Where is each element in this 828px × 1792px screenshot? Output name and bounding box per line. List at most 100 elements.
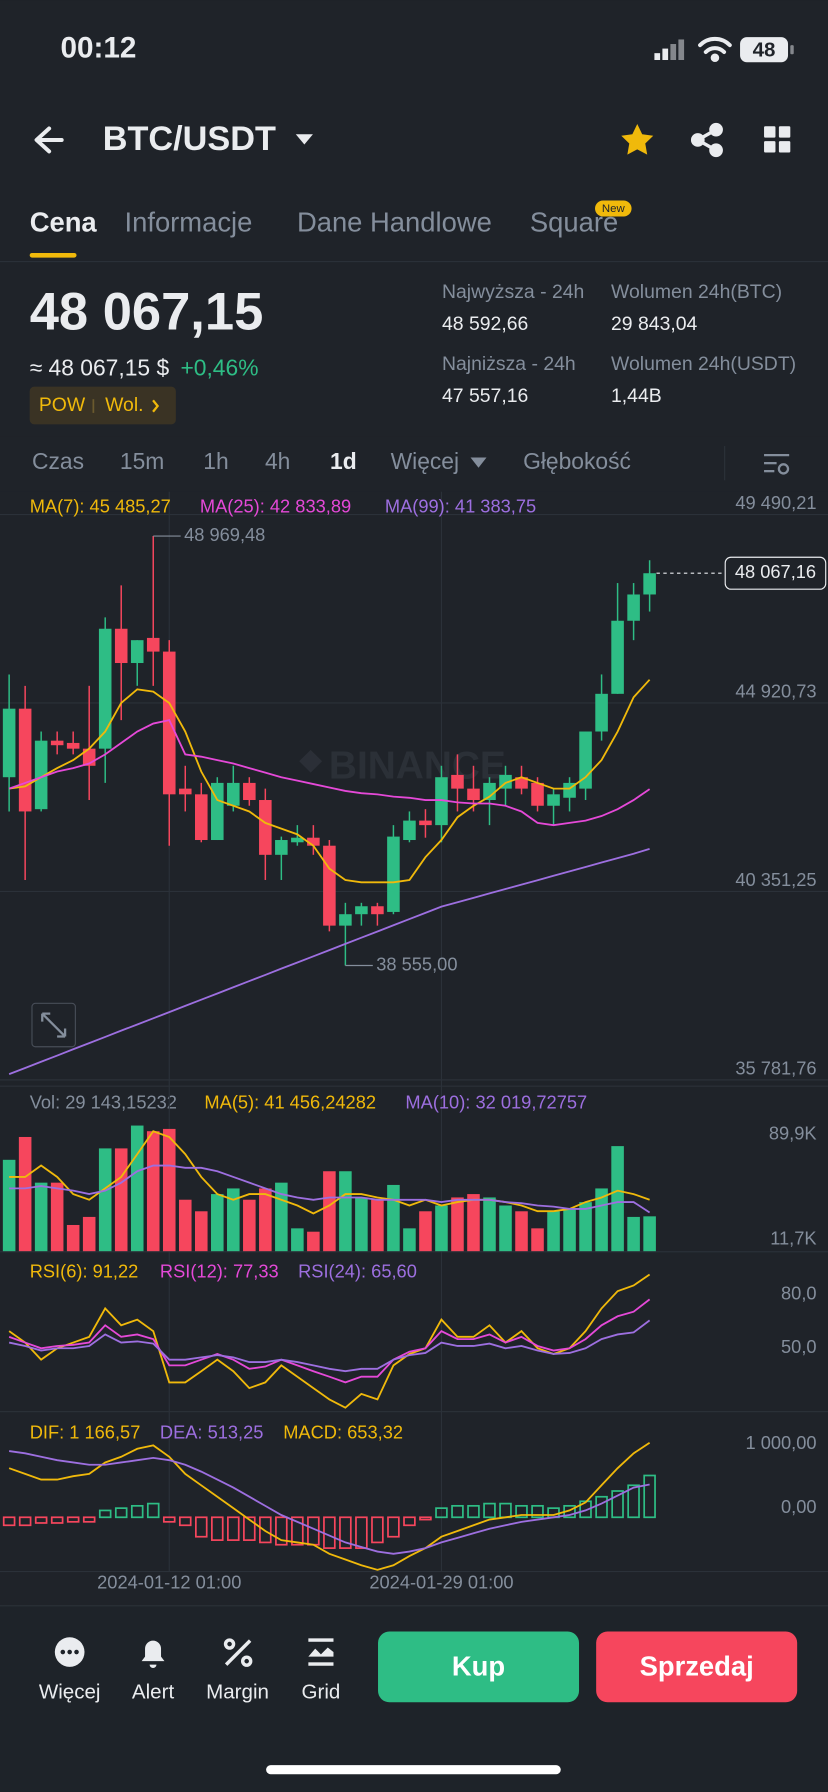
- interval[interactable]: 1h: [203, 448, 228, 474]
- interval-bar: [0, 436, 828, 492]
- macd-bar: [178, 1516, 192, 1527]
- rsi-line: [8, 1273, 651, 1409]
- new-badge: [595, 200, 632, 217]
- volume-bar: [611, 1146, 624, 1252]
- grid-icon[interactable]: [308, 1638, 334, 1666]
- volume-bar: [194, 1211, 208, 1252]
- tab[interactable]: Informacje: [124, 207, 252, 238]
- legend-entry: MA(10): 32 019,72757: [405, 1092, 587, 1113]
- tag: Wol.: [105, 394, 143, 416]
- nav-label[interactable]: Grid: [302, 1681, 341, 1704]
- watermark: BINANCE: [329, 744, 506, 787]
- macd-bar: [515, 1504, 528, 1519]
- volume-bar: [483, 1197, 496, 1252]
- nav-label[interactable]: Więcej: [39, 1681, 101, 1704]
- candle-body: [291, 837, 304, 843]
- macd-bar: [114, 1507, 128, 1519]
- panel-divider: [0, 1570, 828, 1573]
- macd-bar: [355, 1516, 368, 1549]
- share-button[interactable]: [690, 122, 723, 158]
- nav-label[interactable]: Margin: [206, 1681, 269, 1704]
- candle-body: [627, 594, 640, 621]
- interval[interactable]: Głębokość: [523, 448, 631, 474]
- macd-bar: [194, 1516, 208, 1538]
- macd-bar: [275, 1516, 288, 1546]
- candle-body: [403, 820, 416, 841]
- last-price: 48 067,15: [30, 283, 264, 342]
- macd-bar: [66, 1516, 80, 1523]
- candle-body: [66, 742, 80, 749]
- candle-body: [595, 693, 608, 732]
- nav-label[interactable]: Alert: [132, 1681, 175, 1704]
- rsi-line: [8, 1319, 651, 1373]
- panel-divider: [0, 1085, 828, 1087]
- volume-bar: [243, 1199, 256, 1252]
- back-button[interactable]: [34, 126, 64, 154]
- favorite-button[interactable]: [621, 123, 654, 155]
- candle-body: [515, 777, 528, 789]
- volume-bar: [178, 1199, 192, 1252]
- interval[interactable]: Więcej: [391, 448, 460, 474]
- sell-label: Sprzedaj: [640, 1650, 754, 1681]
- candle-body: [643, 573, 656, 595]
- buy-button[interactable]: [378, 1631, 580, 1703]
- interval[interactable]: 4h: [265, 448, 290, 474]
- divider: [724, 446, 726, 481]
- home-indicator: [266, 1765, 561, 1775]
- battery-tip: [790, 45, 794, 55]
- watermark-logo: [299, 749, 323, 773]
- sell-button[interactable]: [596, 1631, 798, 1703]
- layout-button[interactable]: [764, 126, 791, 153]
- interval[interactable]: 15m: [120, 448, 164, 474]
- candle-body: [275, 840, 288, 855]
- candle-body: [98, 628, 112, 749]
- candle-body: [211, 782, 224, 841]
- volume-bar: [547, 1211, 560, 1252]
- pair-title[interactable]: BTC/USDT: [103, 120, 276, 158]
- macd-bar: [2, 1516, 16, 1527]
- y-tick-label: 44 920,73: [735, 681, 816, 702]
- volume-bar: [531, 1228, 544, 1252]
- candle-body: [467, 788, 480, 801]
- divider: [0, 1605, 828, 1607]
- volume-bar: [291, 1228, 304, 1252]
- macd-bar: [595, 1495, 608, 1519]
- expand-icon: [41, 1012, 67, 1038]
- candle-body: [162, 651, 176, 795]
- candle-body: [178, 788, 192, 795]
- tab[interactable]: Dane Handlowe: [297, 207, 492, 238]
- wifi-icon: [698, 36, 732, 63]
- macd-bar: [259, 1516, 272, 1544]
- status-time: 00:12: [61, 32, 137, 65]
- macd-bar: [451, 1504, 464, 1519]
- volume-bar: [499, 1205, 512, 1252]
- interval-active[interactable]: 1d: [330, 448, 357, 474]
- legend-entry: DIF: 1 166,57: [30, 1422, 141, 1443]
- volume-bar: [162, 1128, 176, 1252]
- macd-bar: [18, 1516, 32, 1527]
- alert-icon[interactable]: [141, 1640, 165, 1669]
- macd-bar: [211, 1516, 224, 1541]
- rsi-line: [8, 1298, 651, 1384]
- volume-bar: [371, 1199, 384, 1252]
- chart-settings[interactable]: [764, 454, 790, 475]
- candle-body: [2, 708, 16, 778]
- pair-dropdown[interactable]: [295, 134, 313, 145]
- legend-entry: RSI(12): 77,33: [160, 1261, 279, 1282]
- ma-line: [8, 847, 650, 1076]
- volume-bar: [50, 1182, 64, 1252]
- macd-bar: [339, 1516, 352, 1549]
- macd-bar: [435, 1507, 448, 1519]
- tab-active[interactable]: Cena: [30, 207, 98, 238]
- y-tick-label: 50,0: [781, 1336, 817, 1357]
- tag-box[interactable]: [29, 386, 176, 425]
- extreme-label: 38 555,00: [376, 953, 457, 974]
- candle-body: [355, 906, 368, 915]
- candle-body: [339, 914, 352, 926]
- volume-bar: [114, 1148, 128, 1252]
- x-tick-label: 2024-01-12 01:00: [97, 1571, 241, 1592]
- buy-label: Kup: [452, 1650, 505, 1681]
- interval[interactable]: Czas: [32, 448, 84, 474]
- candle-body: [18, 708, 32, 812]
- margin-icon[interactable]: [223, 1638, 253, 1667]
